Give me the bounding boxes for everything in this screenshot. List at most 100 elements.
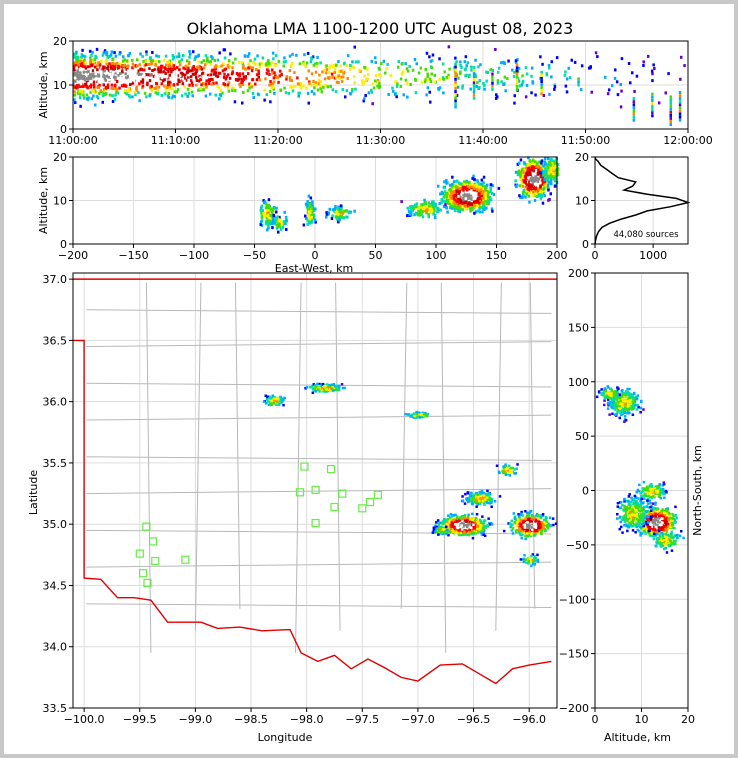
density-cell — [532, 185, 536, 189]
density-cell — [94, 103, 97, 107]
density-cell — [319, 61, 322, 65]
density-cell — [526, 514, 529, 517]
density-cell — [345, 209, 348, 213]
density-cell — [541, 513, 545, 516]
density-cell — [669, 113, 672, 117]
density-cell — [540, 161, 543, 165]
density-cell — [526, 511, 529, 515]
density-cell — [475, 201, 479, 205]
density-cell — [424, 202, 428, 205]
density-cell — [459, 64, 462, 67]
density-cell — [144, 73, 148, 77]
density-cell — [97, 76, 100, 80]
density-cell — [474, 58, 477, 62]
density-cell — [468, 521, 471, 524]
density-cell — [299, 81, 303, 85]
density-cell — [227, 89, 231, 93]
density-cell — [567, 66, 570, 70]
density-cell — [512, 512, 516, 515]
density-cell — [535, 529, 539, 533]
density-cell — [334, 215, 338, 219]
density-cell — [111, 61, 114, 65]
density-cell — [454, 105, 457, 109]
density-cell — [179, 60, 182, 64]
density-cell — [454, 185, 458, 189]
density-cell — [350, 89, 354, 93]
density-cell — [154, 91, 158, 95]
density-cell — [125, 59, 129, 63]
density-cell — [393, 93, 397, 96]
density-cell — [89, 90, 92, 94]
density-cell — [322, 85, 325, 89]
density-cell — [502, 60, 505, 64]
density-cell — [481, 515, 484, 518]
density-cell — [307, 214, 311, 218]
density-cell — [233, 100, 237, 104]
density-cell — [101, 94, 105, 98]
density-cell — [544, 518, 547, 521]
density-cell — [89, 79, 92, 83]
density-cell — [457, 197, 461, 201]
density-cell — [411, 68, 415, 72]
density-cell — [447, 73, 450, 77]
density-cell — [465, 193, 469, 197]
density-cell — [551, 172, 555, 176]
density-cell — [173, 67, 177, 71]
density-cell — [123, 63, 127, 67]
density-cell — [128, 74, 132, 78]
density-cell — [133, 70, 136, 74]
density-cell — [474, 210, 478, 214]
x-tick-label: 11:00:00 — [48, 134, 97, 147]
density-cell — [73, 90, 76, 94]
density-cell — [489, 187, 492, 190]
density-cell — [219, 89, 223, 93]
density-cell — [536, 191, 540, 195]
density-cell — [438, 202, 441, 206]
density-cell — [181, 77, 185, 81]
density-cell — [80, 53, 84, 57]
density-cell — [410, 211, 413, 215]
density-cell — [441, 62, 445, 66]
density-cell — [306, 222, 309, 226]
density-cell — [481, 494, 484, 497]
density-cell — [551, 161, 554, 165]
density-cell — [374, 79, 377, 83]
density-cell — [632, 97, 636, 101]
density-cell — [321, 70, 324, 74]
density-cell — [228, 76, 232, 80]
density-cell — [206, 73, 210, 77]
density-cell — [75, 58, 78, 62]
density-cell — [428, 206, 432, 210]
density-cell — [607, 88, 611, 92]
density-cell — [344, 95, 347, 99]
density-cell — [454, 77, 457, 81]
density-cell — [444, 203, 447, 207]
density-cell — [540, 190, 543, 194]
density-cell — [255, 68, 258, 71]
density-cell — [79, 92, 82, 96]
density-cell — [203, 86, 206, 89]
density-cell — [490, 500, 493, 503]
density-cell — [553, 167, 556, 171]
density-cell — [513, 515, 517, 518]
density-cell — [296, 76, 299, 80]
density-cell — [252, 61, 255, 65]
density-cell — [339, 204, 343, 208]
density-cell — [85, 93, 89, 97]
density-cell — [246, 89, 250, 93]
density-cell — [417, 212, 421, 216]
density-cell — [265, 63, 268, 67]
density-cell — [460, 532, 464, 536]
density-cell — [543, 520, 546, 524]
density-cell — [241, 72, 245, 76]
density-cell — [129, 80, 132, 83]
density-cell — [482, 175, 486, 179]
density-cell — [454, 513, 457, 517]
density-cell — [267, 203, 270, 207]
density-cell — [115, 87, 119, 91]
density-cell — [451, 183, 454, 186]
density-cell — [547, 522, 550, 525]
density-cell — [371, 82, 375, 86]
density-cell — [126, 89, 129, 93]
density-cell — [446, 524, 449, 527]
